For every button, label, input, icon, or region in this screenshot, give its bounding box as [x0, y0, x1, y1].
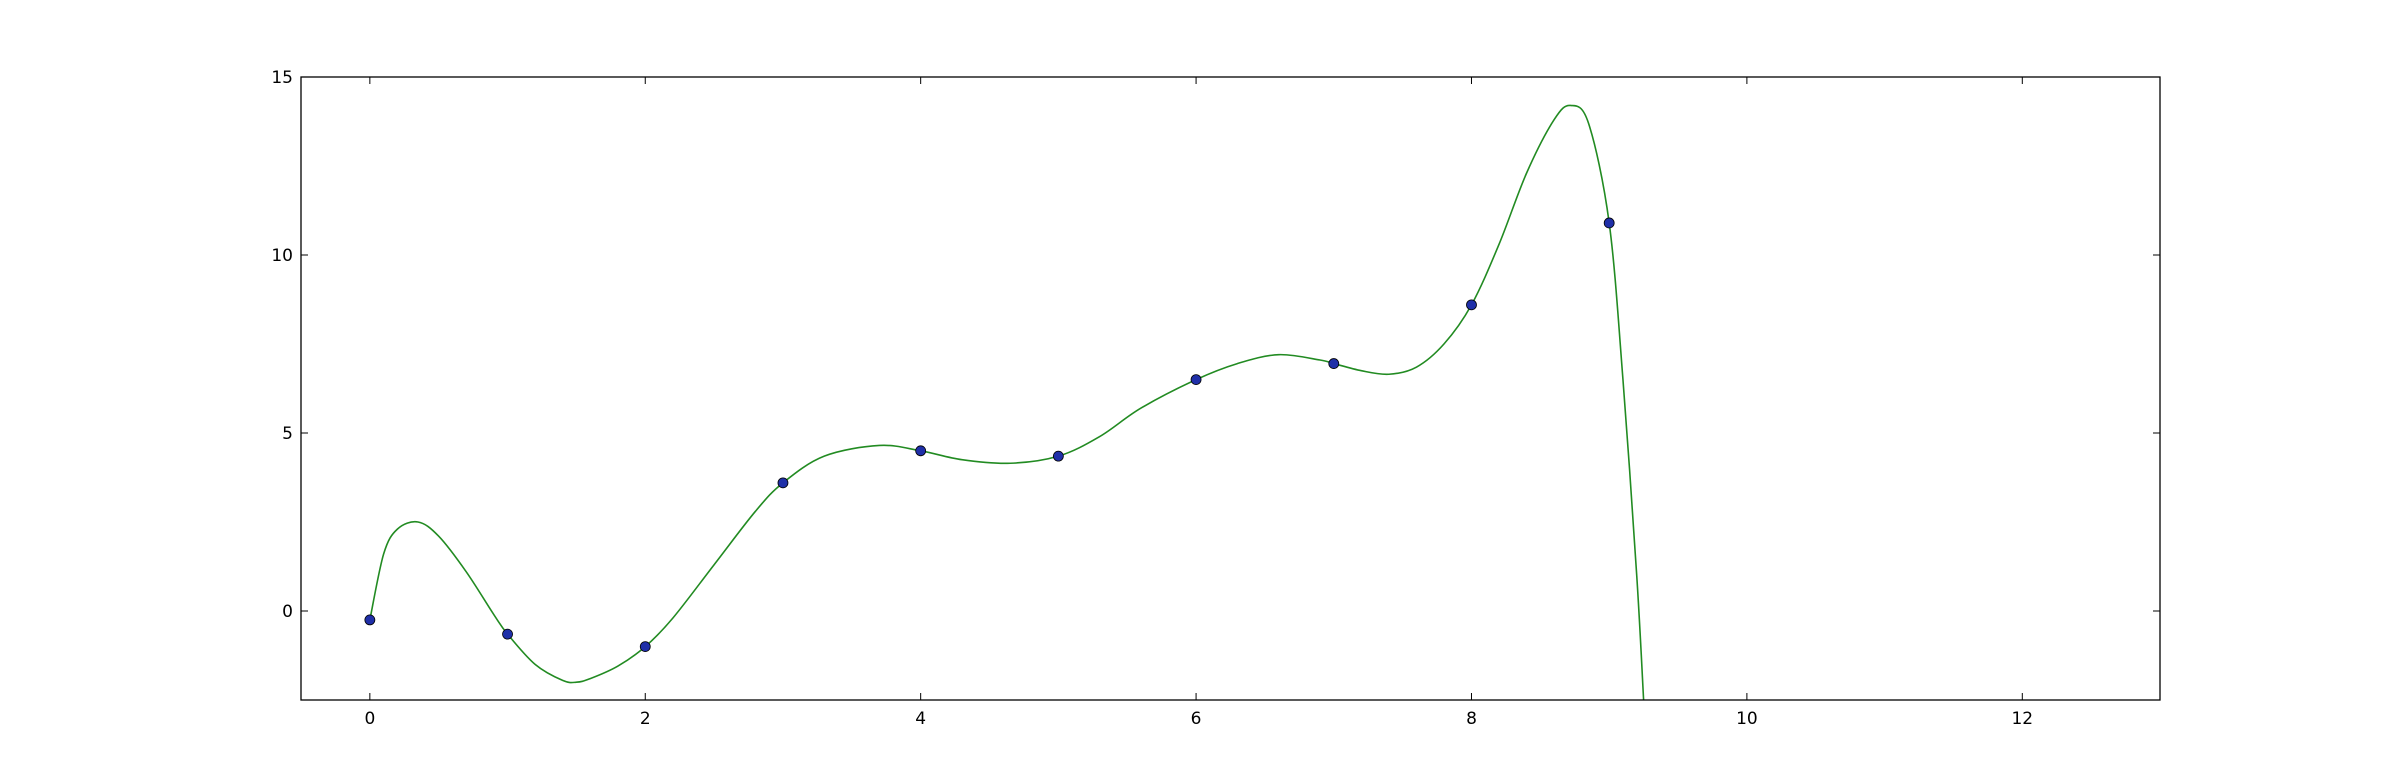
data-point	[1328, 358, 1340, 369]
y-tick-label: 15	[271, 68, 293, 88]
x-tick-label: 4	[915, 709, 926, 729]
x-tick-label: 10	[1736, 709, 1758, 729]
data-point	[1190, 374, 1202, 386]
plot-area	[364, 104, 1645, 700]
y-tick-label: 10	[271, 246, 293, 266]
data-point	[502, 628, 513, 640]
axes: 0 2 4 6 8 10 12 0 5 10 15	[271, 68, 2161, 729]
data-point	[364, 614, 376, 626]
y-tick-label: 5	[282, 424, 293, 444]
x-tick-label: 6	[1191, 709, 1202, 729]
data-point	[1603, 217, 1615, 229]
data-point	[1466, 299, 1477, 311]
data-point	[777, 477, 789, 489]
x-tick-label: 12	[2011, 709, 2033, 729]
x-tick-label: 0	[364, 709, 375, 729]
data-point	[915, 445, 927, 457]
data-point	[639, 641, 651, 652]
data-point	[1052, 450, 1064, 462]
x-tick-label: 2	[640, 709, 651, 729]
axes-frame	[300, 76, 2161, 701]
y-tick-label: 0	[282, 602, 293, 622]
x-tick-label: 8	[1466, 709, 1477, 729]
